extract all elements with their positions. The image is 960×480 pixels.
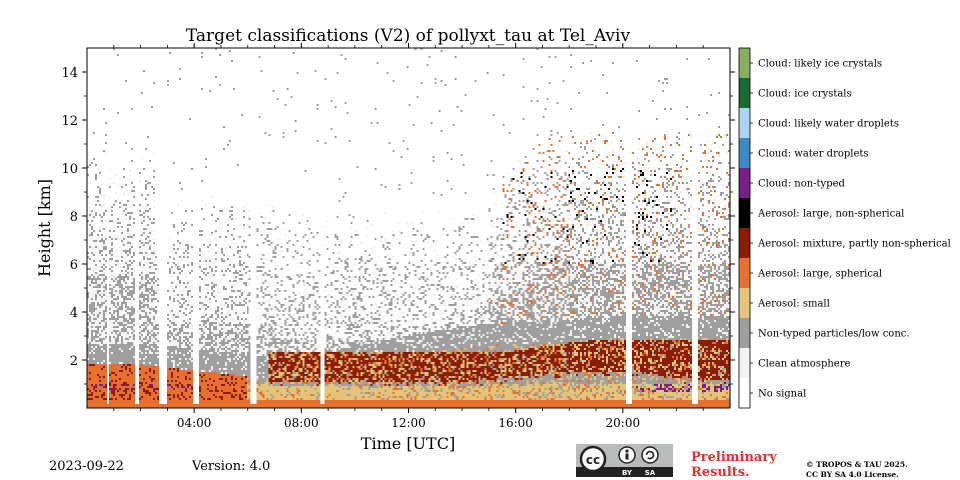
- y-tick-label: 14: [61, 66, 78, 81]
- x-tick-label: 12:00: [391, 416, 426, 430]
- x-tick-label: 04:00: [177, 416, 212, 430]
- colorbar-label: Cloud: non-typed: [758, 179, 846, 190]
- colorbar-segment: [739, 288, 750, 318]
- colorbar-segment: [739, 168, 750, 198]
- x-axis-label: Time [UTC]: [361, 434, 455, 453]
- colorbar-label: Non-typed particles/low conc.: [758, 329, 910, 340]
- colorbar-frame: [738, 47, 751, 409]
- cc-by-label: BY: [622, 469, 633, 477]
- cc-icon: [579, 445, 607, 473]
- colorbar-segment: [739, 78, 750, 108]
- y-tick-label: 6: [70, 258, 78, 273]
- x-tick-label: 20:00: [606, 416, 641, 430]
- cc-sa-label: SA: [645, 469, 656, 477]
- cc-icon-text: cc: [586, 453, 600, 467]
- copyright-line2: CC BY SA 4.0 License.: [806, 470, 899, 479]
- y-tick-label: 8: [70, 210, 78, 225]
- footer-date: 2023-09-22: [49, 459, 124, 474]
- colorbar-label: Cloud: ice crystals: [758, 89, 852, 100]
- colorbar-segment: [739, 198, 750, 228]
- preliminary-label-line1: Preliminary: [691, 450, 777, 465]
- y-tick-label: 10: [61, 162, 78, 177]
- y-axis-label: Height [km]: [35, 179, 54, 277]
- y-tick-label: 4: [70, 306, 78, 321]
- colorbar-segment: [739, 318, 750, 348]
- footer-version: Version: 4.0: [191, 459, 270, 474]
- classification-heatmap: [87, 48, 730, 408]
- colorbar-segment: [739, 348, 750, 378]
- colorbar-label: Aerosol: large, non-spherical: [757, 209, 904, 220]
- colorbar-segment: [739, 378, 750, 408]
- by-icon-body: [625, 453, 629, 460]
- x-tick-label: 08:00: [284, 416, 319, 430]
- classification-raster: [87, 48, 730, 408]
- colorbar-label: Cloud: water droplets: [758, 149, 869, 160]
- y-tick-label: 2: [70, 354, 78, 369]
- colorbar-label: Aerosol: mixture, partly non-spherical: [757, 239, 951, 250]
- colorbar-segment: [739, 228, 750, 258]
- preliminary-label-line2: Results.: [691, 465, 750, 480]
- y-tick-label: 12: [61, 114, 78, 129]
- x-axis: 04:00 08:00 12:00 16:00 20:00: [113, 43, 704, 430]
- copyright-line1: © TROPOS & TAU 2025.: [806, 460, 908, 469]
- class-colorbar: No signal Clean atmosphere Non-typed parti…: [738, 47, 951, 409]
- colorbar-label: No signal: [758, 389, 806, 400]
- colorbar-label: Cloud: likely ice crystals: [758, 59, 882, 70]
- sa-icon: [641, 446, 659, 464]
- colorbar-segment: [739, 48, 750, 78]
- plot-area: [86, 47, 731, 409]
- y-axis: 2 4 6 8 10 12 14: [61, 66, 735, 385]
- colorbar-segment: [739, 138, 750, 168]
- x-tick-label: 16:00: [498, 416, 533, 430]
- colorbar-segment: [739, 108, 750, 138]
- colorbar-segment: [739, 258, 750, 288]
- colorbar-label: Aerosol: large, spherical: [757, 269, 882, 280]
- colorbar-label: Cloud: likely water droplets: [758, 119, 899, 130]
- chart-title: Target classifications (V2) of pollyxt_t…: [186, 26, 631, 46]
- colorbar-label: Aerosol: small: [757, 299, 830, 310]
- by-icon-head: [625, 449, 629, 453]
- colorbar-label: Clean atmosphere: [758, 359, 851, 370]
- cc-license-badge: cc BY SA: [576, 444, 673, 477]
- sa-icon-arrow: [645, 450, 655, 460]
